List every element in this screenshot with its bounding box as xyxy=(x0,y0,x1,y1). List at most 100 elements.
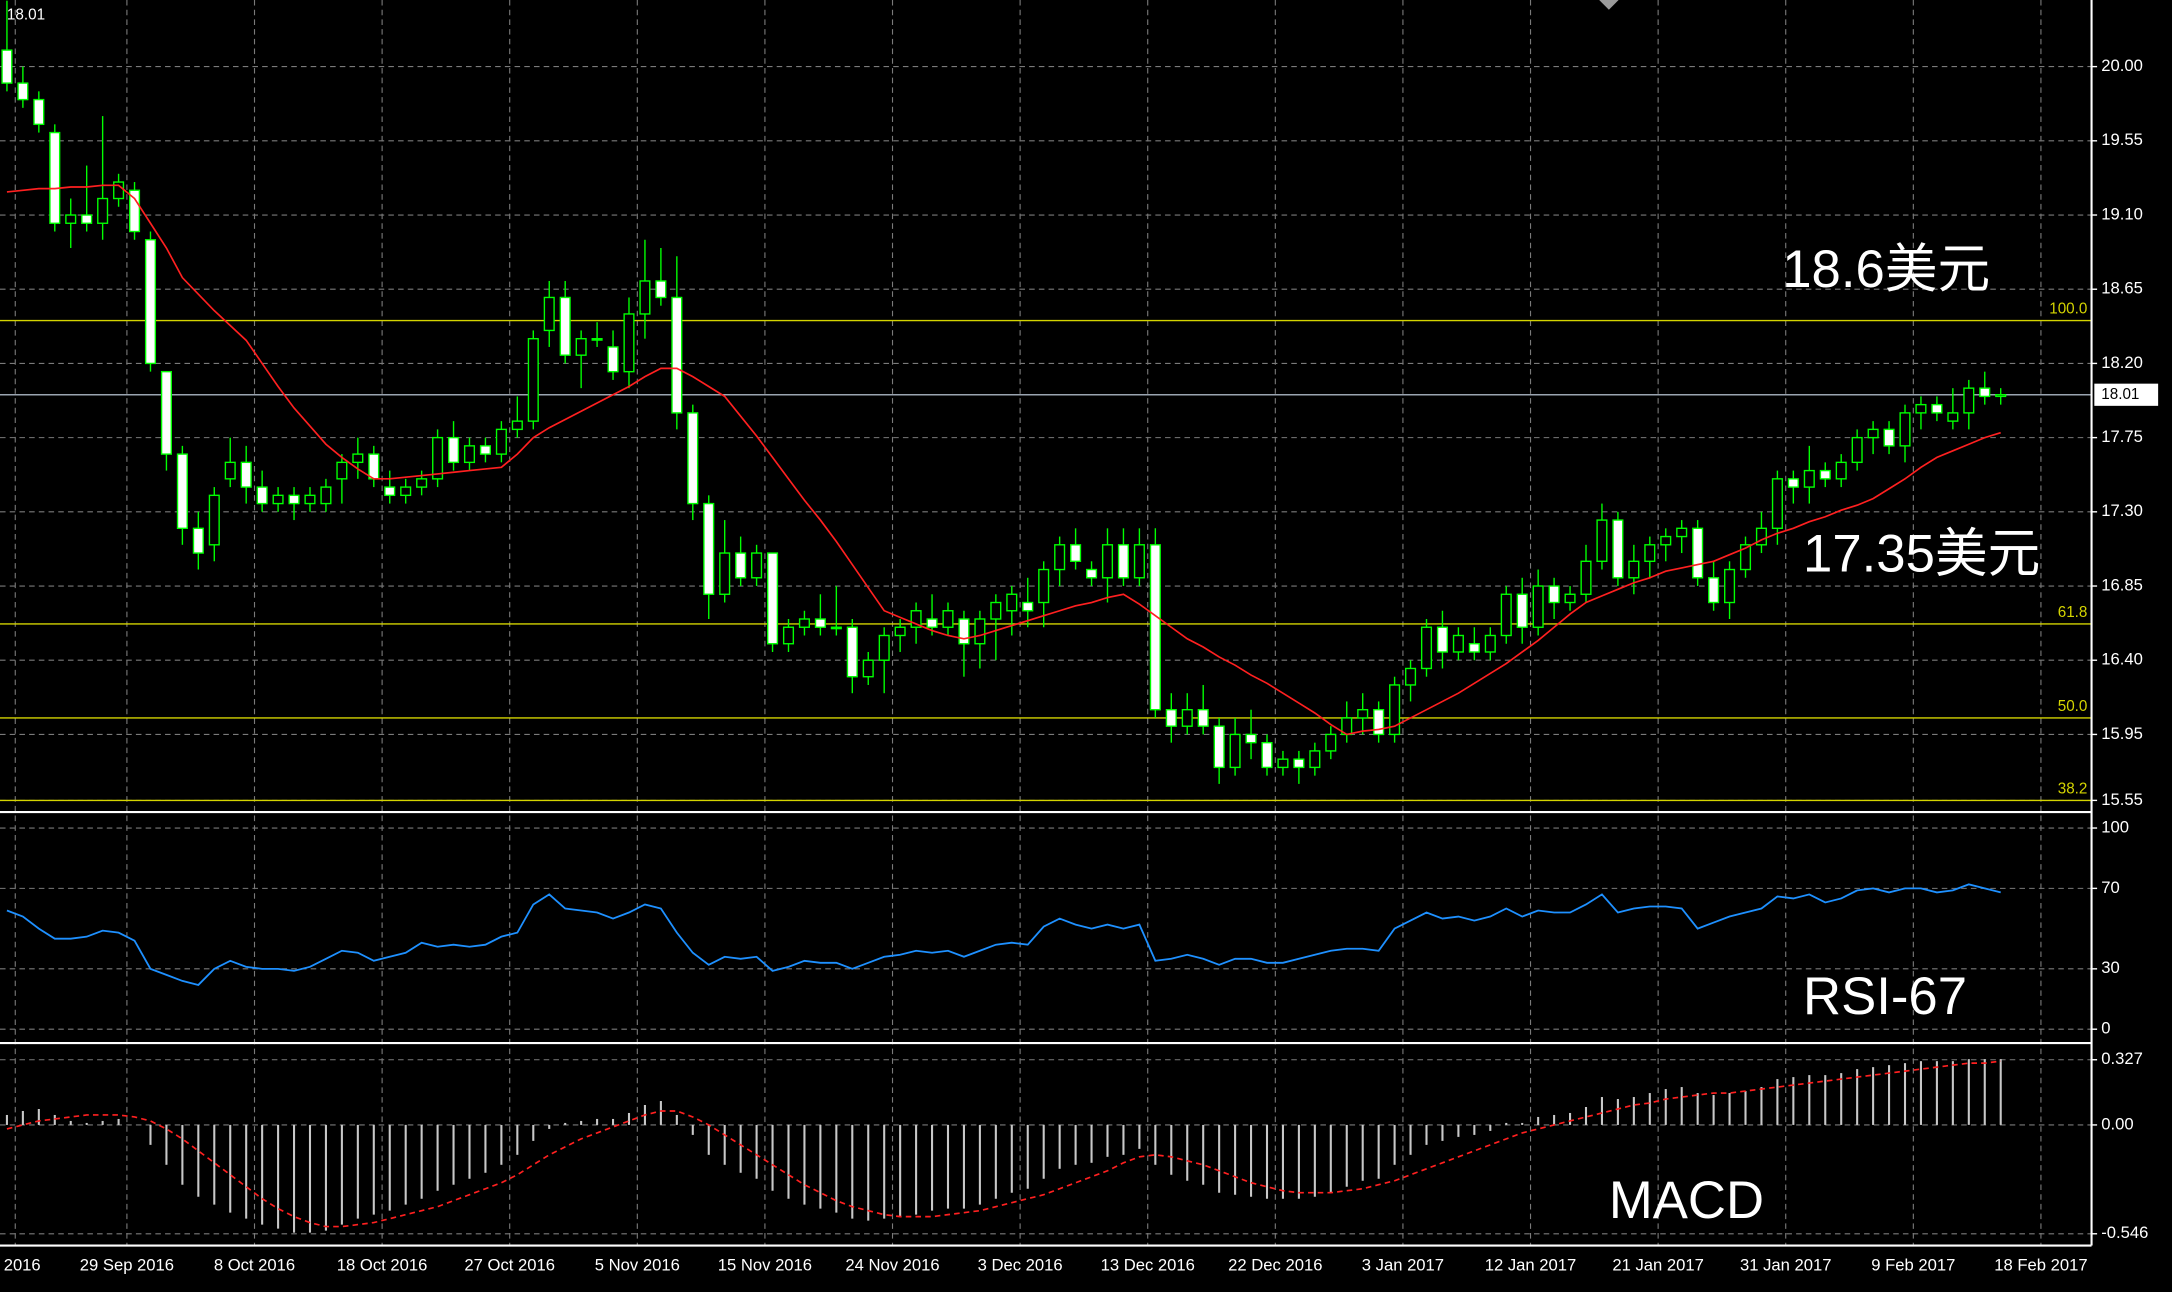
x-tick-label: 15 Nov 2016 xyxy=(718,1256,812,1275)
candle-body xyxy=(703,502,715,595)
y-tick-label: 16.40 xyxy=(2101,650,2143,669)
candle-body xyxy=(144,239,157,365)
candle-body xyxy=(1452,634,1464,653)
candle-body xyxy=(1835,461,1847,480)
annotation: 18.6美元 xyxy=(1782,240,1990,299)
candle-body xyxy=(1054,544,1066,571)
x-tick-label: 9 Feb 2017 xyxy=(1871,1256,1955,1275)
y-tick-label: 100 xyxy=(2101,817,2129,836)
last-price-box xyxy=(2094,383,2159,406)
candle-body xyxy=(1293,758,1305,769)
candle-body xyxy=(1931,403,1943,414)
x-tick-label: 3 Dec 2016 xyxy=(978,1256,1063,1275)
x-tick-label: 29 Sep 2016 xyxy=(80,1256,174,1275)
candle-body xyxy=(1086,568,1098,579)
candle-body xyxy=(1548,585,1560,604)
x-tick-label: 21 Jan 2017 xyxy=(1612,1256,1704,1275)
candle-body xyxy=(1787,478,1799,488)
candle-body xyxy=(830,626,842,630)
y-tick-label: 15.55 xyxy=(2101,790,2143,809)
candle-body xyxy=(336,461,348,480)
candle-body xyxy=(81,214,93,224)
candle-body xyxy=(591,337,603,341)
candle-body xyxy=(1867,428,1879,439)
candle-body xyxy=(671,296,683,414)
candle-body xyxy=(1724,568,1736,604)
candle-body xyxy=(990,601,1002,620)
y-tick-label: 19.55 xyxy=(2101,130,2143,149)
x-tick-label: 27 Oct 2016 xyxy=(464,1256,555,1275)
candle-body xyxy=(384,486,396,497)
candle-body xyxy=(1101,544,1114,579)
candle-body xyxy=(974,618,986,645)
y-tick-label: 15.95 xyxy=(2101,724,2143,743)
candle-body xyxy=(1612,519,1624,579)
candle-body xyxy=(1181,708,1193,727)
candle-body xyxy=(1309,750,1321,769)
x-tick-label: 24 Nov 2016 xyxy=(845,1256,939,1275)
candle-body xyxy=(176,453,188,530)
candle-body xyxy=(942,610,954,628)
x-tick-label: 5 Nov 2016 xyxy=(595,1256,680,1275)
candle-body xyxy=(1692,527,1704,579)
level-label: 100.0 xyxy=(2049,300,2087,317)
y-tick-label: 16.85 xyxy=(2101,575,2143,594)
y-tick-label: 18.20 xyxy=(2101,353,2143,372)
candle-body xyxy=(687,412,699,505)
candle-body xyxy=(1133,544,1145,579)
y-tick-label: 17.30 xyxy=(2101,501,2143,520)
candle-body xyxy=(1516,593,1528,628)
candle-body xyxy=(1006,593,1018,612)
candle-body xyxy=(352,453,364,464)
candle-body xyxy=(1070,544,1082,562)
candle-body xyxy=(33,98,45,126)
candle-body xyxy=(575,337,587,356)
y-tick-label: 20.00 xyxy=(2101,56,2143,75)
candle-body xyxy=(1357,708,1369,719)
candle-body xyxy=(607,346,619,373)
candle-body xyxy=(1500,593,1512,637)
candle-body xyxy=(527,337,539,422)
candle-body xyxy=(1165,708,1177,727)
candle-body xyxy=(1022,601,1034,612)
candle-body xyxy=(1564,593,1576,604)
x-tick-label: 18 Oct 2016 xyxy=(337,1256,428,1275)
candle-body xyxy=(97,197,109,224)
candle-body xyxy=(1468,643,1480,653)
candle-body xyxy=(1149,544,1161,711)
level-label: 38.2 xyxy=(2058,780,2088,797)
candle-body xyxy=(479,445,491,455)
candle-body xyxy=(798,618,810,628)
candle-body xyxy=(655,280,667,299)
candle-body xyxy=(926,618,938,628)
candle-body xyxy=(304,494,316,505)
candle-body xyxy=(1389,684,1401,736)
candle-body xyxy=(1197,708,1209,727)
candle-body xyxy=(543,296,555,332)
candle-body xyxy=(1644,544,1656,562)
candle-body xyxy=(1596,519,1608,562)
candle-body xyxy=(463,445,476,464)
candle-body xyxy=(1277,758,1289,769)
candle-body xyxy=(559,296,571,356)
y-tick-label: -0.546 xyxy=(2101,1223,2148,1242)
x-tick-label: p 2016 xyxy=(0,1256,41,1275)
candle-body xyxy=(49,131,61,224)
candle-body xyxy=(1628,560,1640,579)
panel-label: RSI-67 xyxy=(1803,967,1967,1026)
candle-body xyxy=(400,486,412,497)
candle-body xyxy=(1803,469,1815,488)
candle-body xyxy=(623,313,635,373)
candle-body xyxy=(878,634,890,661)
candle-body xyxy=(368,453,380,480)
candle-body xyxy=(495,428,507,455)
candle-body xyxy=(782,626,795,645)
candle-body xyxy=(1245,733,1257,744)
annotation: 17.35美元 xyxy=(1803,524,2040,583)
y-tick-label: 17.75 xyxy=(2101,427,2143,446)
candle-body xyxy=(639,280,651,315)
candle-body xyxy=(160,370,172,455)
candle-body xyxy=(719,552,731,595)
candle-body xyxy=(862,659,874,678)
